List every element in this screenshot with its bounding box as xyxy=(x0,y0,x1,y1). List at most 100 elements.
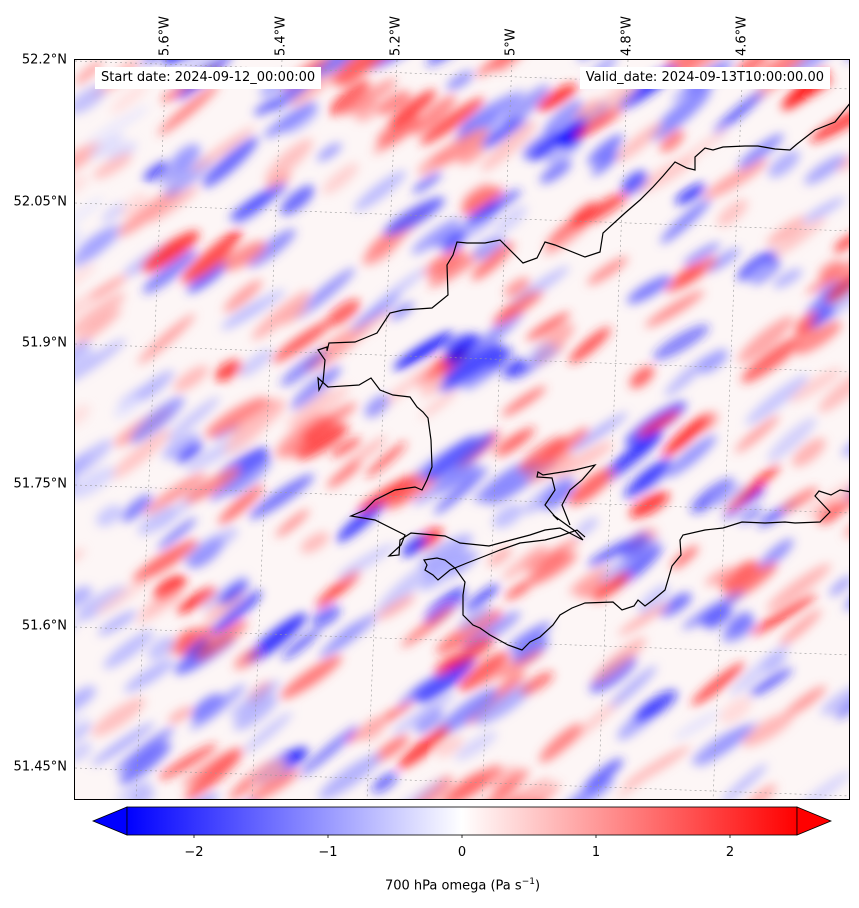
ascent-band xyxy=(137,506,177,536)
ascent-band xyxy=(446,70,474,91)
ascent-band xyxy=(821,685,849,716)
descent-band xyxy=(780,487,819,513)
ascent-band xyxy=(239,349,273,377)
coastline-north xyxy=(317,103,849,557)
descent-band xyxy=(779,609,822,646)
descent-band xyxy=(434,656,458,676)
ascent-band xyxy=(809,307,835,328)
descent-band xyxy=(138,313,195,365)
ascent-band xyxy=(392,693,456,735)
descent-band xyxy=(543,222,588,255)
descent-band xyxy=(725,463,781,513)
descent-band xyxy=(373,734,410,763)
descent-band xyxy=(373,119,422,154)
descent-band xyxy=(511,782,561,799)
descent-band xyxy=(428,250,484,288)
ascent-band xyxy=(187,261,229,293)
descent-band xyxy=(553,441,614,479)
ascent-band xyxy=(247,228,296,268)
longitude-tick-label: 5°W xyxy=(503,28,519,56)
descent-band xyxy=(662,415,709,458)
ascent-band xyxy=(745,374,809,425)
longitude-tick-label: 5.4°W xyxy=(273,15,289,56)
descent-band xyxy=(228,402,286,445)
ascent-band xyxy=(822,271,849,322)
descent-band xyxy=(376,114,421,145)
ascent-band xyxy=(383,197,445,237)
meridian-line xyxy=(597,60,629,799)
ascent-band xyxy=(221,289,286,330)
descent-band xyxy=(75,292,126,337)
ascent-band xyxy=(673,710,721,740)
descent-band xyxy=(110,82,149,114)
ascent-band xyxy=(280,349,327,387)
latitude-tick-label: 52.2°N xyxy=(21,52,67,68)
ascent-band xyxy=(317,142,342,162)
ascent-band xyxy=(229,182,287,221)
colorbar-extend-low xyxy=(92,806,128,836)
ascent-band xyxy=(473,463,523,503)
descent-band xyxy=(93,153,133,179)
descent-band xyxy=(340,60,399,87)
ascent-band xyxy=(124,659,175,693)
colorbar-extend-high xyxy=(796,806,832,836)
descent-band xyxy=(75,175,88,200)
ascent-band xyxy=(739,505,763,524)
descent-band xyxy=(401,605,455,648)
descent-band xyxy=(717,199,748,227)
descent-band xyxy=(75,404,91,428)
ascent-band xyxy=(610,665,657,708)
descent-band xyxy=(837,252,849,274)
ascent-band xyxy=(75,685,97,711)
ascent-band xyxy=(434,466,488,515)
ascent-band xyxy=(762,651,787,673)
colorbar-units: Pa s xyxy=(495,878,522,894)
ascent-band xyxy=(75,347,95,377)
descent-band xyxy=(458,143,486,165)
omega-field-map xyxy=(75,60,849,799)
descent-band xyxy=(703,159,768,200)
descent-band xyxy=(75,308,123,348)
descent-band xyxy=(480,120,537,172)
ascent-band xyxy=(464,583,500,612)
latitude-tick-label: 51.45°N xyxy=(13,759,67,775)
ascent-band xyxy=(254,98,280,116)
colorbar xyxy=(92,806,832,838)
descent-band xyxy=(117,187,181,237)
ascent-band xyxy=(371,771,398,793)
ascent-band xyxy=(310,60,373,78)
descent-band xyxy=(365,441,407,478)
ascent-band xyxy=(510,266,570,307)
descent-band xyxy=(388,89,437,129)
ascent-band xyxy=(569,412,628,453)
descent-band xyxy=(629,491,670,519)
descent-band xyxy=(448,635,495,669)
map-panel[interactable] xyxy=(74,59,850,800)
ascent-band xyxy=(218,579,249,606)
longitude-tick-label: 4.8°W xyxy=(619,15,635,56)
ascent-band xyxy=(336,543,396,579)
ascent-band xyxy=(621,170,648,195)
descent-band xyxy=(498,648,545,679)
ascent-band xyxy=(89,133,125,159)
ascent-band xyxy=(698,349,728,374)
ascent-band xyxy=(142,249,198,294)
ascent-band xyxy=(401,535,428,558)
ascent-band xyxy=(101,203,126,223)
ascent-band xyxy=(503,84,550,126)
ascent-band xyxy=(189,684,246,731)
descent-band xyxy=(265,171,292,190)
ascent-band xyxy=(130,396,185,444)
descent-band xyxy=(75,60,104,85)
ascent-band xyxy=(312,605,341,628)
descent-band xyxy=(524,537,581,573)
ascent-band xyxy=(767,417,817,462)
descent-band xyxy=(570,201,597,221)
descent-band xyxy=(618,603,669,636)
descent-band xyxy=(280,655,343,700)
ascent-band xyxy=(682,242,721,266)
descent-band xyxy=(491,768,530,799)
ascent-band xyxy=(435,688,498,737)
descent-band xyxy=(526,312,571,341)
ascent-band xyxy=(119,742,172,785)
